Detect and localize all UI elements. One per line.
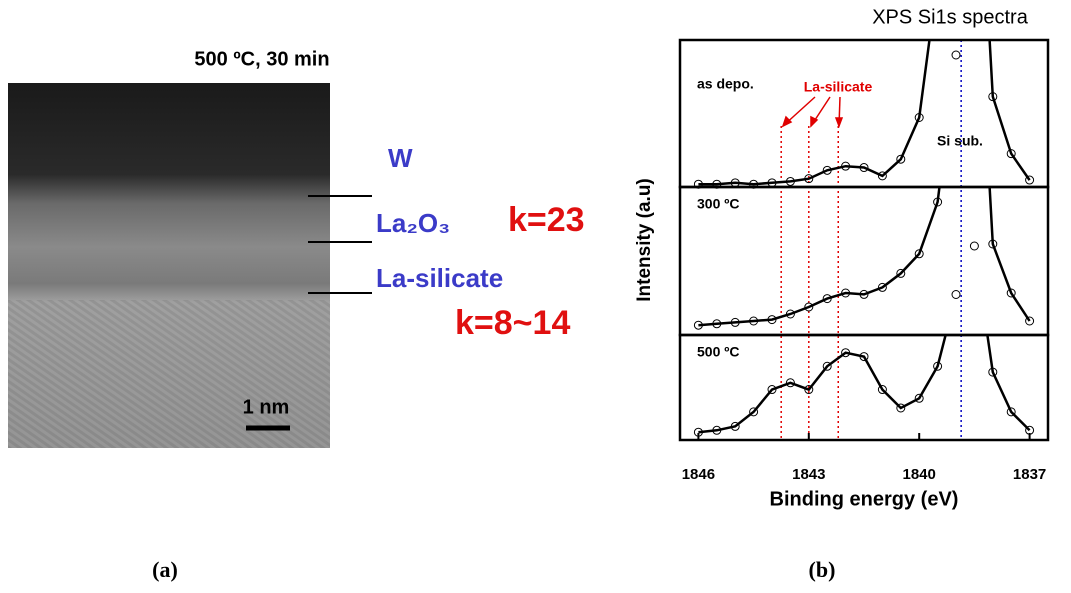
data-point — [822, 294, 832, 304]
panel-frame — [678, 333, 1050, 442]
data-point — [859, 163, 869, 173]
y-axis-label: Intensity (a.u) — [634, 178, 655, 302]
data-point — [877, 171, 887, 181]
layer-label: W — [388, 143, 413, 173]
x-tick-label: 1843 — [792, 466, 825, 483]
panel-label: 500 ºC — [697, 344, 739, 360]
data-point — [969, 241, 979, 251]
data-point — [859, 352, 869, 362]
panel-label: 300 ºC — [697, 196, 739, 212]
data-point — [785, 378, 795, 388]
data-point — [804, 385, 814, 395]
data-point — [896, 403, 906, 413]
data-point — [749, 316, 759, 326]
data-point — [767, 315, 777, 325]
data-point — [767, 385, 777, 395]
data-point — [1025, 316, 1035, 326]
data-point — [951, 50, 961, 60]
data-point — [914, 249, 924, 259]
data-point — [877, 385, 887, 395]
data-point — [914, 393, 924, 403]
data-point — [841, 288, 851, 298]
fit-curve — [698, 187, 1031, 327]
data-point — [933, 197, 943, 207]
data-point — [859, 289, 869, 299]
data-point — [730, 421, 740, 431]
data-point — [822, 165, 832, 175]
data-point — [988, 239, 998, 249]
data-point — [804, 174, 814, 184]
layer-label: La₂O₃ — [376, 208, 450, 238]
data-point — [896, 154, 906, 164]
data-point — [877, 282, 887, 292]
chart-title: XPS Si1s spectra — [872, 6, 1029, 28]
data-point — [749, 407, 759, 417]
fit-curve — [698, 335, 1031, 434]
k-value: k=23 — [508, 201, 585, 239]
layer-lines — [308, 195, 372, 294]
data-point — [988, 367, 998, 377]
data-point — [914, 113, 924, 122]
x-axis-label: Binding energy (eV) — [770, 488, 959, 510]
scale-bar-label: 1 nm — [243, 396, 290, 418]
data-point — [951, 290, 961, 299]
panel-plot — [698, 40, 1031, 186]
tem-title: 500 ºC, 30 min — [194, 48, 329, 70]
data-point — [822, 361, 832, 371]
fit-curve — [698, 40, 1031, 186]
annotation: Si sub. — [937, 133, 983, 149]
data-point — [804, 302, 814, 312]
data-point — [712, 319, 722, 329]
data-point — [988, 92, 998, 102]
x-tick-label: 1846 — [682, 466, 715, 483]
data-point — [712, 425, 722, 435]
annotation: La-silicate — [804, 79, 873, 95]
x-tick-label: 1837 — [1013, 466, 1046, 483]
lattice — [8, 300, 330, 448]
data-point — [1006, 407, 1016, 417]
data-point — [896, 268, 906, 278]
panel-plot — [698, 335, 1031, 434]
data-point — [693, 320, 703, 330]
data-point — [785, 176, 795, 186]
panel-plot — [698, 187, 1031, 327]
data-point — [730, 317, 740, 327]
data-point — [785, 309, 795, 319]
panel-label: as depo. — [697, 76, 754, 92]
caption: (b) — [809, 557, 836, 582]
data-point — [841, 348, 851, 358]
x-tick-label: 1840 — [903, 466, 936, 483]
data-point — [1025, 175, 1035, 185]
data-point — [841, 161, 851, 171]
layer-label: La-silicate — [376, 263, 503, 293]
caption: (a) — [152, 557, 178, 582]
data-point — [1006, 149, 1016, 159]
data-point — [933, 361, 943, 371]
arrows — [781, 96, 844, 129]
data-point — [1006, 288, 1016, 298]
k-value: k=8~14 — [455, 304, 570, 342]
panel-frame — [678, 38, 1050, 189]
